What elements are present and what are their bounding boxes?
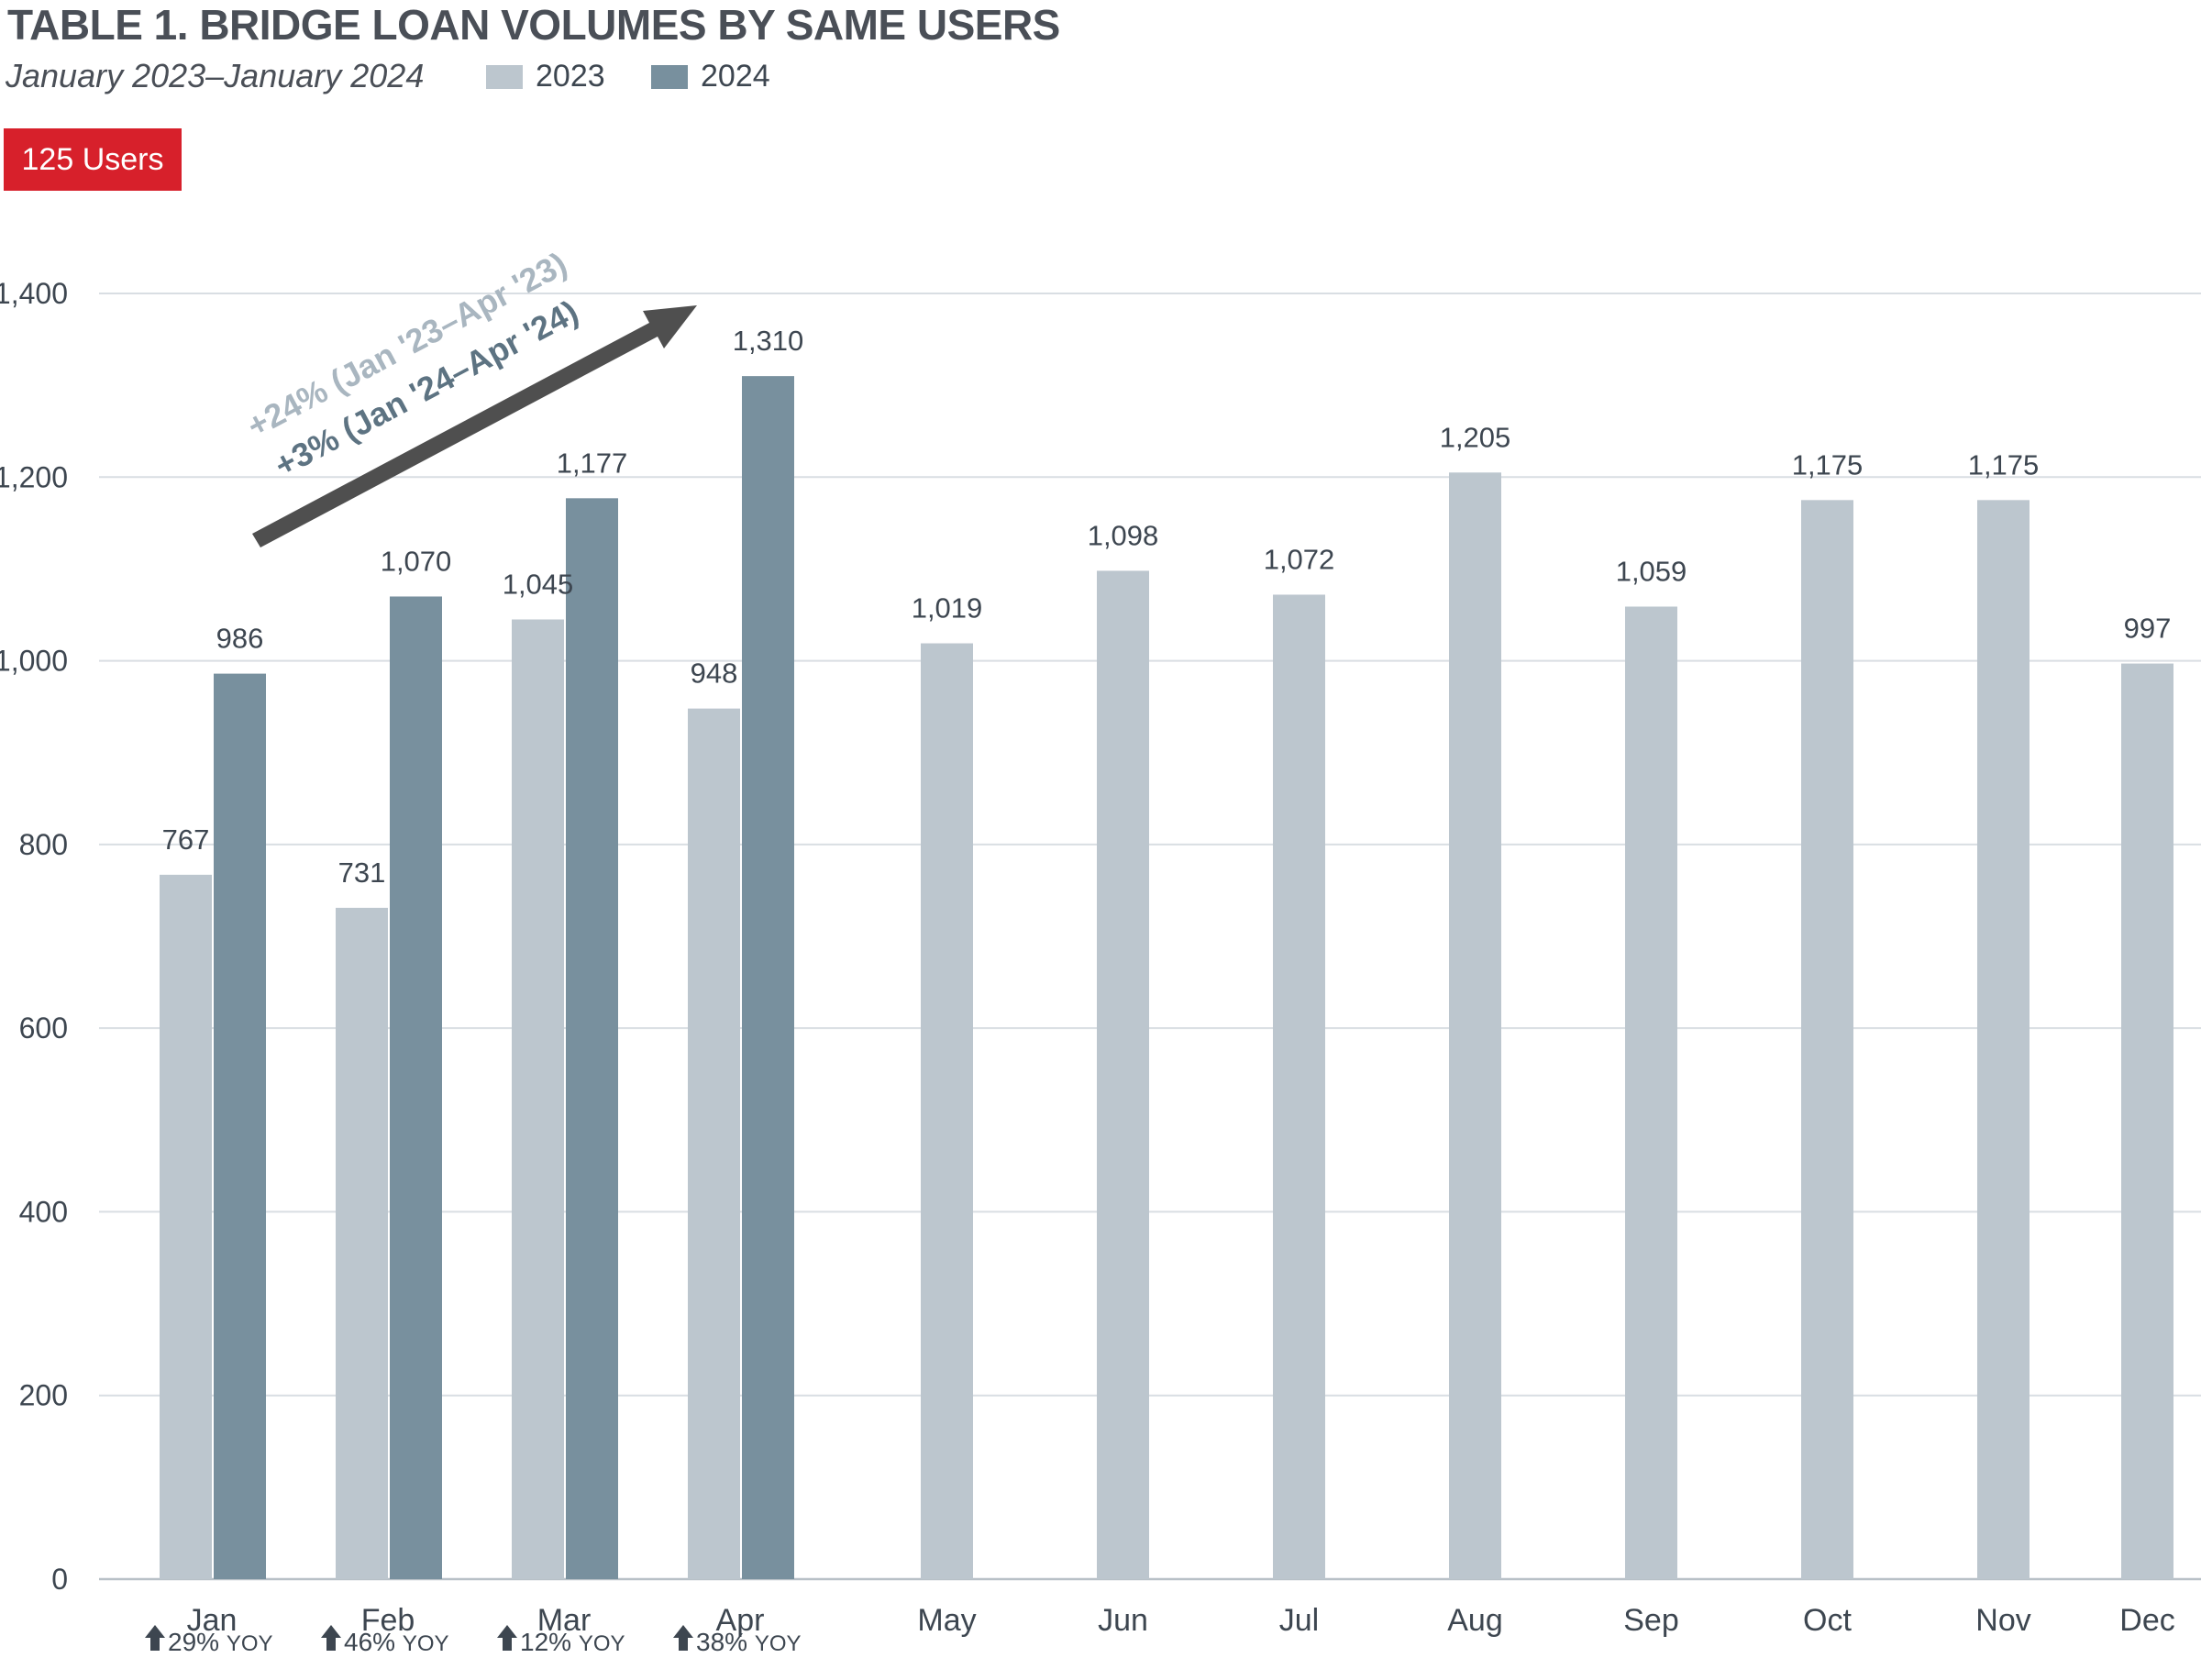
legend-label-2024: 2024: [701, 59, 770, 94]
legend-item-2024: 2024: [651, 59, 770, 94]
chart-title: TABLE 1. BRIDGE LOAN VOLUMES BY SAME USE…: [7, 1, 1060, 49]
bar-2024: [390, 596, 442, 1579]
x-category-label: Oct: [1803, 1603, 1852, 1638]
data-label-2024: 1,070: [381, 545, 452, 577]
data-label-2023: 1,175: [1792, 448, 1864, 481]
bar-2023: [1977, 500, 2030, 1579]
yoy-value: 38% YOY: [696, 1628, 802, 1656]
trend-arrow: [252, 305, 697, 547]
yoy-value: 46% YOY: [344, 1628, 449, 1656]
bar-2023: [1097, 570, 1149, 1580]
bar-2023: [688, 708, 740, 1579]
data-label-2023: 731: [338, 857, 386, 889]
bar-2023: [1625, 606, 1677, 1580]
x-category-label: Mar: [537, 1603, 592, 1638]
yoy-suffix: YOY: [227, 1631, 273, 1656]
x-category-label: Feb: [361, 1603, 415, 1638]
legend-swatch-2023: [486, 64, 523, 89]
arrow-up-icon: [145, 1625, 165, 1651]
legend-swatch-2024: [651, 64, 688, 89]
data-label-2023: 948: [691, 658, 738, 690]
bar-2023: [921, 643, 973, 1579]
bar-2024: [742, 376, 794, 1580]
yoy-label: 46% YOY: [321, 1625, 449, 1656]
bar-2023: [1273, 594, 1325, 1580]
y-tick-label: 1,200: [0, 460, 68, 493]
x-category-label: Jun: [1098, 1603, 1148, 1638]
yoy-suffix: YOY: [755, 1631, 802, 1656]
legend-label-2023: 2023: [536, 59, 605, 94]
y-tick-label: 1,000: [0, 645, 68, 678]
bar-2023: [336, 907, 388, 1579]
data-label-2023: 1,045: [503, 569, 574, 601]
bar-layer: [160, 376, 2173, 1580]
y-tick-label: 1,400: [0, 277, 68, 310]
chart-subtitle: January 2023–January 2024: [6, 57, 425, 94]
x-category-label: May: [917, 1603, 976, 1638]
bar-2023: [2121, 663, 2173, 1579]
data-label-2024: 1,177: [557, 447, 628, 479]
yoy-label: 29% YOY: [145, 1625, 273, 1656]
y-tick-label: 0: [51, 1563, 68, 1596]
x-category-label: Dec: [2119, 1603, 2174, 1638]
arrow-up-icon: [497, 1625, 517, 1651]
data-label-2023: 1,205: [1440, 421, 1511, 453]
yoy-value: 12% YOY: [520, 1628, 625, 1656]
bar-2023: [1801, 500, 1853, 1579]
bar-2023: [1449, 472, 1501, 1579]
data-label-2024: 1,310: [733, 325, 804, 357]
x-category-label: Aug: [1447, 1603, 1503, 1638]
data-label-2024: 986: [216, 623, 264, 655]
bar-2024: [214, 673, 266, 1579]
data-label-2023: 1,059: [1616, 555, 1687, 587]
y-tick-label: 800: [19, 828, 68, 861]
x-category-label: Nov: [1975, 1603, 2030, 1638]
x-category-label: Sep: [1623, 1603, 1679, 1638]
bar-2023: [512, 619, 564, 1580]
yoy-label: 38% YOY: [673, 1625, 802, 1656]
data-label-2023: 997: [2124, 613, 2172, 645]
arrow-up-icon: [673, 1625, 693, 1651]
yoy-value: 29% YOY: [168, 1628, 273, 1656]
arrow-up-icon: [321, 1625, 341, 1651]
x-category-label: Apr: [716, 1603, 765, 1638]
bar-2023: [160, 874, 212, 1579]
data-label-2023: 1,098: [1088, 519, 1159, 551]
yoy-label: 12% YOY: [497, 1625, 625, 1656]
data-label-2023: 1,175: [1968, 448, 2040, 481]
data-label-2023: 1,072: [1264, 543, 1335, 575]
x-category-label: Jul: [1279, 1603, 1319, 1638]
y-tick-label: 200: [19, 1379, 68, 1412]
bar-2024: [566, 498, 618, 1579]
yoy-suffix: YOY: [403, 1631, 449, 1656]
data-label-2023: 767: [162, 823, 210, 856]
users-badge: 125 Users: [4, 128, 182, 191]
yoy-suffix: YOY: [579, 1631, 625, 1656]
y-tick-label: 600: [19, 1011, 68, 1044]
x-category-label: Jan: [187, 1603, 238, 1638]
legend-item-2023: 2023: [486, 59, 605, 94]
label-layer: 0 200 400 600 800 1,000 1,200 1,400 767 986 29% YO…: [0, 277, 2175, 1656]
y-tick-label: 400: [19, 1195, 68, 1228]
data-label-2023: 1,019: [912, 592, 983, 624]
trend-annotation: +24% (Jan '23–Apr '23) +3% (Jan '24–Apr …: [241, 245, 697, 547]
